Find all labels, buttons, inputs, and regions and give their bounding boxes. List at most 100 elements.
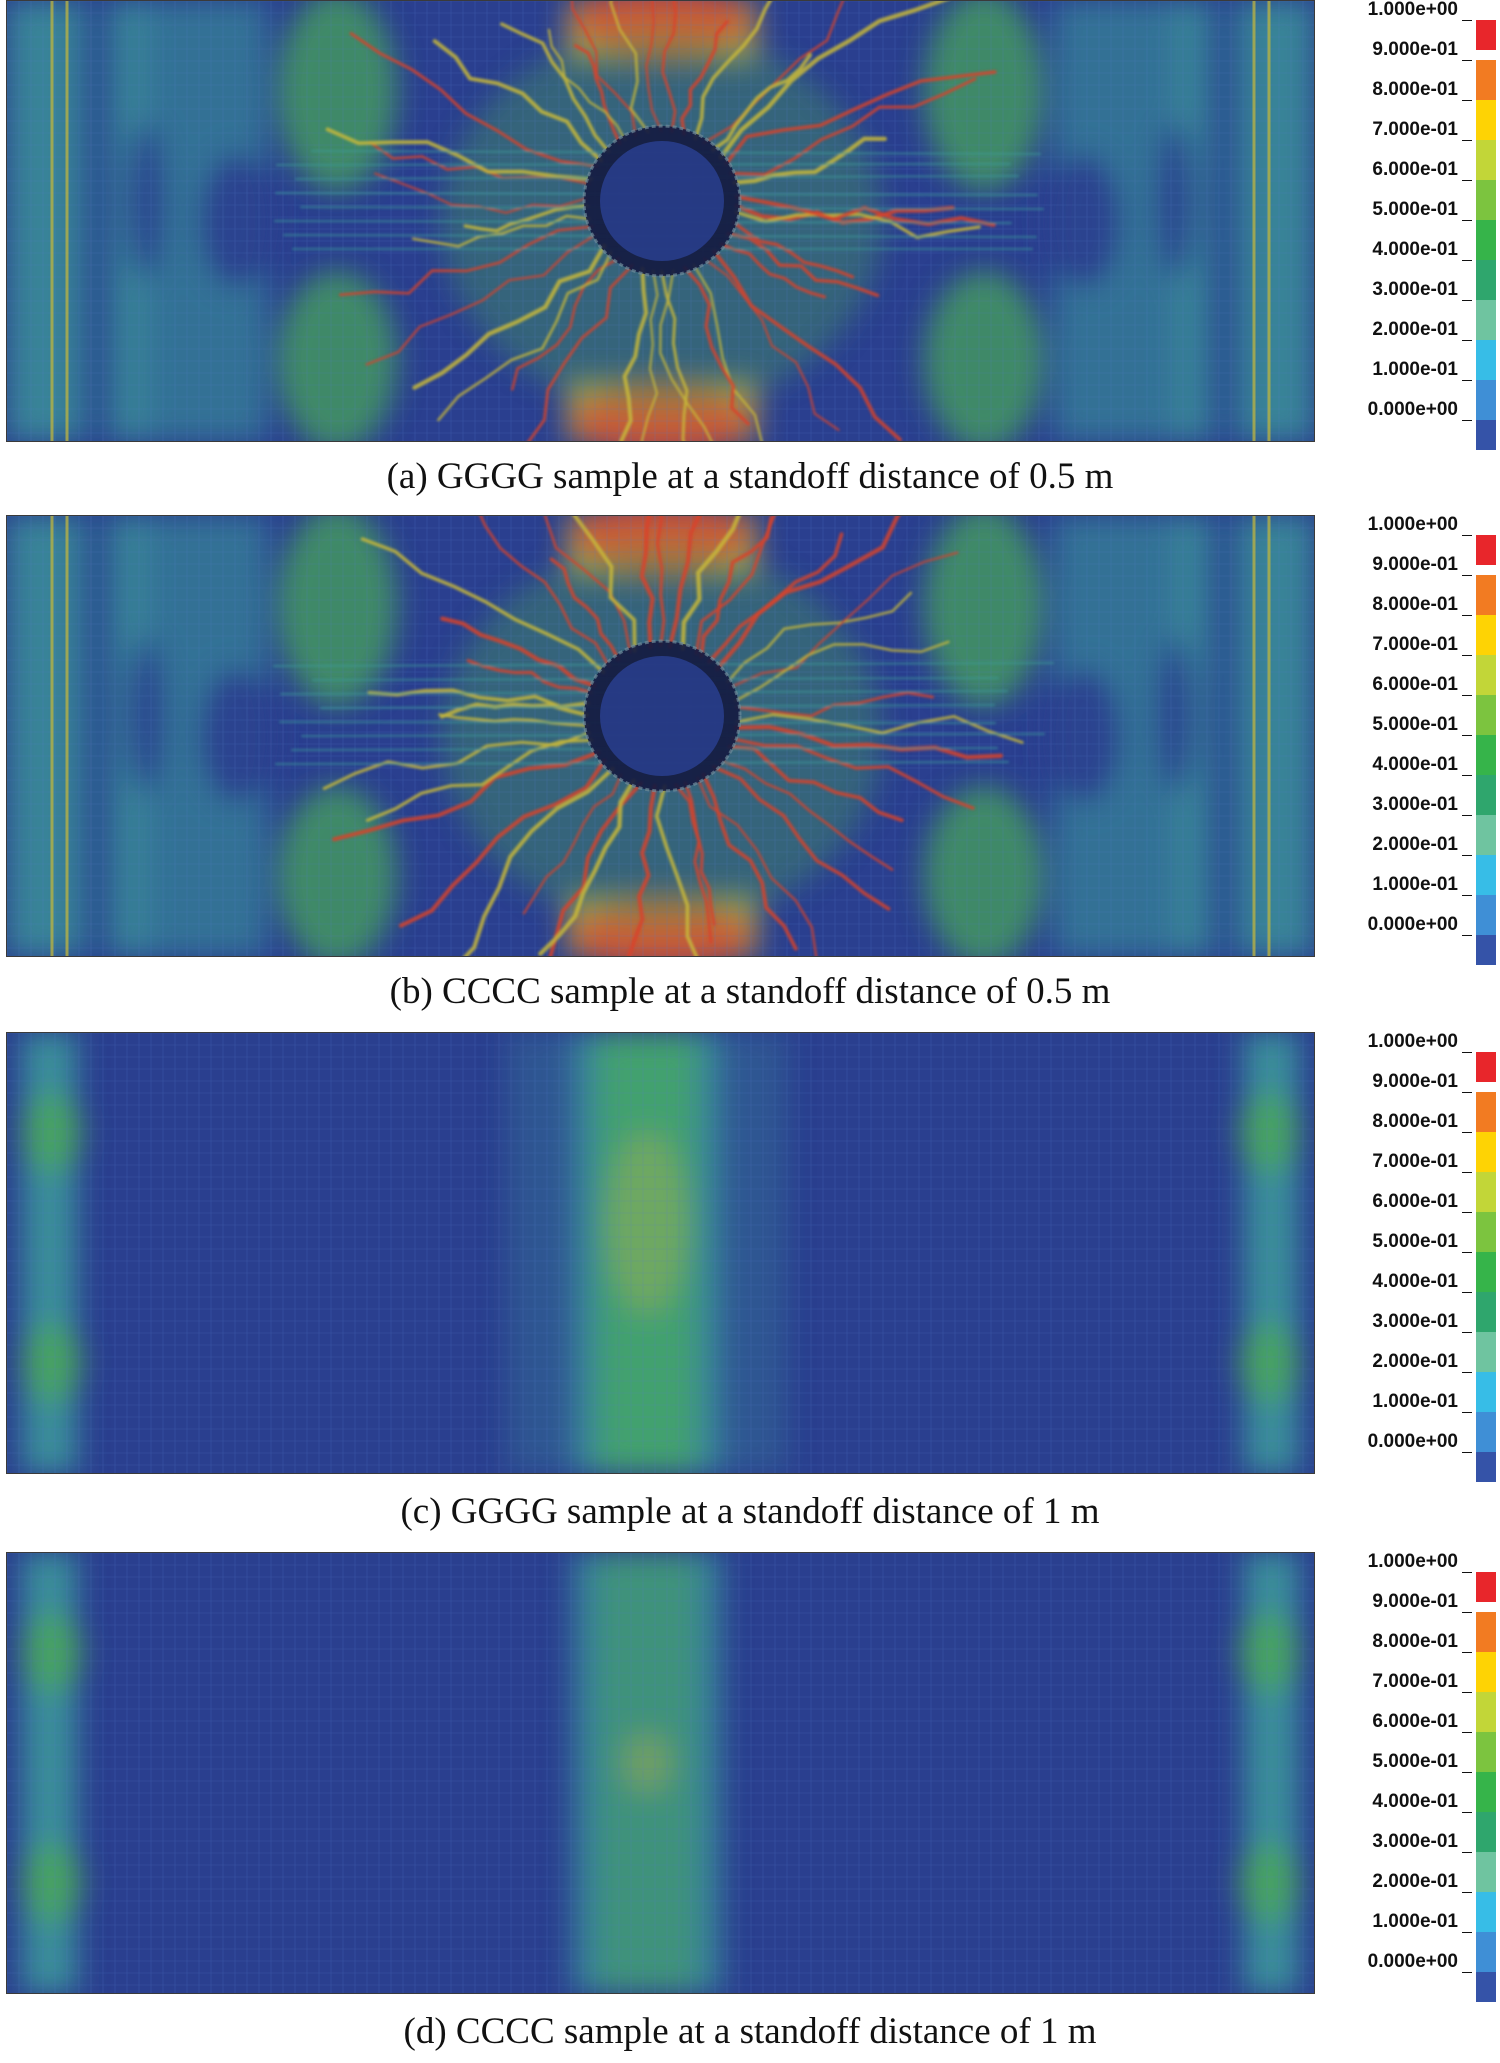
crack (712, 249, 902, 441)
damage-zones (22, 1553, 1299, 1993)
colorbar-tick (1462, 220, 1472, 221)
crack (332, 750, 601, 842)
colorbar-tick (1462, 1332, 1472, 1333)
crack (729, 77, 977, 176)
contour-svg-b (7, 516, 1314, 956)
damage-zone (1154, 636, 1194, 796)
colorbar-swatch (1476, 1812, 1496, 1852)
colorbar-tick (1462, 1412, 1472, 1413)
colorbar-label: 5.000e-01 (1372, 1751, 1458, 1772)
colorbar-swatch (1476, 1852, 1496, 1892)
colorbar-label: 4.000e-01 (1372, 1271, 1458, 1292)
colorbar-swatch (1476, 180, 1496, 220)
colorbar-label: 3.000e-01 (1372, 1311, 1458, 1332)
colorbar-label: 0.000e+00 (1367, 1951, 1458, 1972)
crack (479, 516, 611, 668)
damage-zone (77, 516, 117, 956)
crack (735, 713, 1024, 744)
colorbar-swatch (1476, 20, 1496, 50)
crack (683, 781, 716, 927)
crater-core (600, 141, 724, 261)
crack (639, 516, 655, 649)
colorbar-swatch (1476, 1892, 1496, 1932)
damage-zone (622, 1733, 672, 1793)
crack (733, 724, 1004, 760)
colorbar-tick (1462, 655, 1472, 656)
colorbar-tick (1462, 815, 1472, 816)
crack (703, 257, 840, 431)
crack (463, 766, 615, 956)
damage-zone (1154, 121, 1194, 281)
colorbar-swatch (1476, 1652, 1496, 1692)
damage-zone (924, 516, 1044, 706)
colorbar-tick (1462, 1972, 1472, 1973)
colorbar-label: 2.000e-01 (1372, 1871, 1458, 1892)
crack (360, 537, 606, 674)
colorbar-swatch (1476, 775, 1496, 815)
colorbar-tick (1462, 575, 1472, 576)
colorbar-label: 4.000e-01 (1372, 1791, 1458, 1812)
damage-zone (924, 786, 1044, 956)
colorbar-tick (1462, 1892, 1472, 1893)
colorbar-swatch (1476, 615, 1496, 655)
damage-contour-plot-b (6, 515, 1315, 957)
damage-zone (507, 1033, 787, 1473)
crack (349, 32, 599, 168)
support-lines (50, 516, 1271, 956)
colorbar-swatch (1476, 1252, 1496, 1292)
colorbar-tick (1462, 180, 1472, 181)
crack (544, 516, 632, 654)
colorbar-label: 1.000e+00 (1367, 0, 1458, 20)
colorbar-swatch (1476, 1412, 1496, 1452)
colorbar-label: 9.000e-01 (1372, 554, 1458, 575)
colorbar-swatch (1476, 1452, 1496, 1482)
colorbar-tick (1462, 1652, 1472, 1653)
colorbar-tick (1462, 935, 1472, 936)
colorbar-tick (1462, 535, 1472, 536)
crack (731, 220, 855, 279)
colorbar-tick (1462, 615, 1472, 616)
colorbar-label: 1.000e+00 (1367, 514, 1458, 535)
crack (711, 765, 891, 911)
damage-zone (277, 271, 397, 441)
mesh-grid (7, 1033, 1314, 1473)
damage-zone (1044, 151, 1124, 291)
damage-zone (127, 121, 167, 281)
colorbar-label: 1.000e+00 (1367, 1031, 1458, 1052)
colorbar-swatch (1476, 1132, 1496, 1172)
colorbar-label: 6.000e-01 (1372, 1191, 1458, 1212)
colorbar-swatch (1476, 895, 1496, 935)
colorbar-swatch (1476, 260, 1496, 300)
damage-zone (197, 151, 277, 291)
damage-zone (1044, 666, 1124, 806)
crater-rim (582, 639, 742, 793)
colorbar-swatch (1476, 695, 1496, 735)
crack (718, 759, 894, 871)
crack (693, 1, 772, 141)
colorbar-label: 7.000e-01 (1372, 1151, 1458, 1172)
crack (619, 266, 649, 441)
contour-svg-a (7, 1, 1314, 441)
crack (654, 784, 699, 956)
colorbar-label: 2.000e-01 (1372, 319, 1458, 340)
crack (674, 783, 713, 944)
damage-zone (22, 1323, 82, 1403)
colorbar-tick (1462, 1772, 1472, 1773)
colorbar-swatch (1476, 1092, 1496, 1132)
colorbar-label: 9.000e-01 (1372, 1071, 1458, 1092)
colorbar-swatch (1476, 420, 1496, 450)
damage-zone (77, 1, 117, 441)
crack (325, 127, 593, 181)
crack (661, 1, 677, 133)
colorbar-swatch (1476, 855, 1496, 895)
colorbar-a: 1.000e+00 9.000e-01 8.000e-01 7.000e-01 6.00… (1336, 0, 1500, 450)
crater-core (600, 656, 724, 776)
mesh-grid (7, 1553, 1314, 1993)
colorbar-tick (1462, 1852, 1472, 1853)
damage-zone (277, 516, 397, 706)
colorbar-d: 1.000e+00 9.000e-01 8.000e-01 7.000e-01 6.00… (1336, 1552, 1500, 2002)
colorbar-label: 0.000e+00 (1367, 914, 1458, 935)
crack (412, 243, 607, 390)
colorbar-swatch (1476, 60, 1496, 100)
crack (655, 516, 666, 648)
